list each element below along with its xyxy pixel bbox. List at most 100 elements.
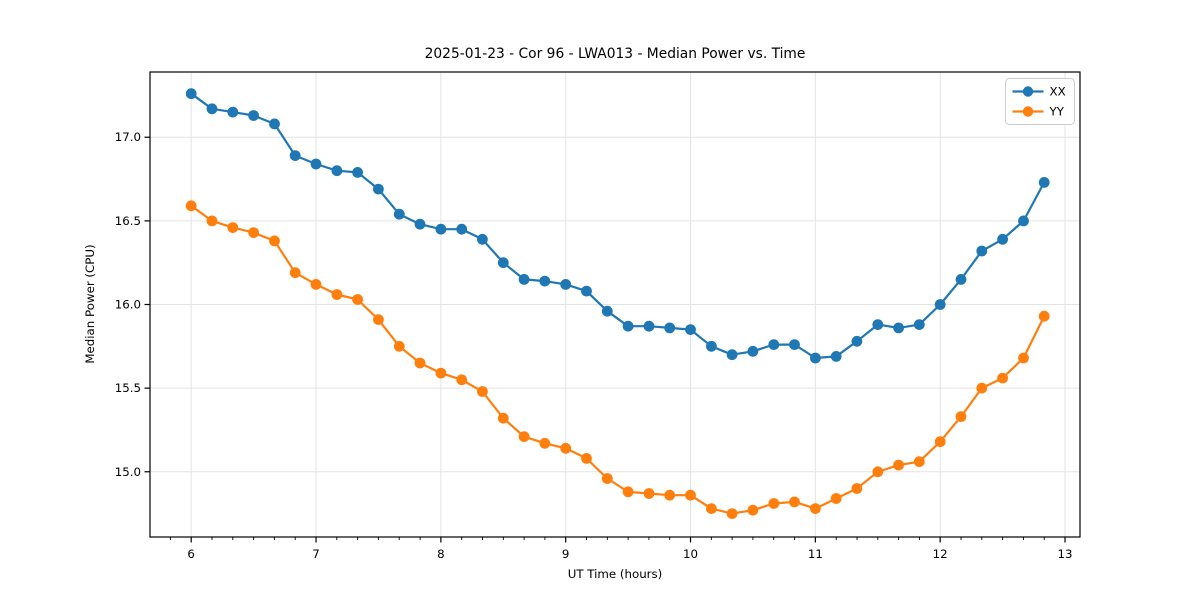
y-tick-label: 16.5 bbox=[115, 214, 141, 228]
series-yy-marker bbox=[310, 279, 322, 290]
legend-label-xx: XX bbox=[1050, 85, 1066, 99]
series-xx-marker bbox=[497, 257, 509, 269]
series-xx-marker bbox=[289, 150, 301, 162]
series-xx-marker bbox=[1018, 215, 1029, 227]
series-xx-marker bbox=[810, 352, 821, 364]
series-yy-marker bbox=[768, 498, 780, 509]
series-xx-marker bbox=[913, 319, 925, 330]
series-yy-marker bbox=[456, 374, 468, 386]
legend-box bbox=[1005, 78, 1075, 125]
series-yy-marker bbox=[622, 486, 634, 498]
series-yy-marker bbox=[955, 411, 967, 422]
series-yy-marker bbox=[269, 235, 280, 247]
x-tick-label: 7 bbox=[312, 547, 320, 561]
chart-title: 2025-01-23 - Cor 96 - LWA013 - Median Po… bbox=[425, 46, 806, 62]
series-xx-marker bbox=[976, 245, 988, 257]
series-xx-marker bbox=[893, 322, 904, 334]
series-xx-marker bbox=[185, 88, 197, 100]
series-xx-marker bbox=[1038, 177, 1050, 188]
series-yy-marker bbox=[1018, 352, 1029, 364]
x-tick-label: 10 bbox=[683, 547, 698, 561]
series-xx-marker bbox=[664, 322, 676, 334]
series-yy-marker bbox=[206, 215, 218, 227]
series-yy-marker bbox=[581, 453, 592, 464]
series-xx-marker bbox=[872, 319, 884, 330]
x-tick-label: 13 bbox=[1058, 547, 1073, 561]
series-yy-marker bbox=[560, 442, 572, 454]
series-yy-marker bbox=[643, 488, 655, 499]
series-xx-marker bbox=[830, 351, 842, 362]
y-tick-label: 17.0 bbox=[115, 130, 141, 144]
series-xx-marker bbox=[955, 274, 967, 285]
plot-area: 6 7 8 9 10 11 12 13 15.0 15.5 16.0 16.5 17.0 XX YY bbox=[115, 71, 1081, 561]
series-yy-marker bbox=[934, 436, 946, 448]
series-xx-marker bbox=[643, 320, 655, 332]
legend-swatch-marker-yy bbox=[1022, 106, 1034, 117]
x-tick-label: 12 bbox=[933, 547, 948, 561]
series-yy-marker bbox=[747, 504, 759, 516]
series-yy-marker bbox=[414, 357, 426, 369]
series-xx-marker bbox=[435, 223, 447, 235]
series-xx-marker bbox=[269, 118, 280, 130]
series-xx-marker bbox=[706, 340, 717, 352]
series-yy-marker bbox=[497, 412, 509, 424]
series-yy-marker bbox=[810, 503, 821, 514]
x-tick-label: 11 bbox=[808, 547, 823, 561]
series-xx-marker bbox=[726, 349, 738, 361]
series-yy-marker bbox=[830, 493, 842, 504]
series-xx-marker bbox=[581, 285, 592, 297]
series-xx-marker bbox=[685, 324, 696, 335]
series-yy-marker bbox=[872, 466, 884, 478]
series-yy-marker bbox=[185, 200, 197, 212]
y-tick-label: 15.0 bbox=[115, 465, 141, 479]
series-yy-marker bbox=[997, 372, 1008, 384]
series-yy-marker bbox=[518, 431, 530, 442]
series-xx-marker bbox=[227, 106, 239, 118]
series-xx-marker bbox=[789, 339, 800, 350]
series-yy-marker bbox=[435, 367, 447, 379]
series-yy-marker bbox=[913, 456, 925, 468]
series-xx-marker bbox=[310, 158, 322, 170]
y-axis-label: Median Power (CPU) bbox=[83, 244, 97, 363]
x-tick-label: 8 bbox=[437, 547, 445, 561]
series-xx-marker bbox=[560, 279, 572, 290]
series-xx-marker bbox=[934, 299, 946, 310]
series-xx-marker bbox=[248, 110, 259, 121]
series-xx-marker bbox=[539, 275, 551, 287]
series-yy-marker bbox=[976, 382, 988, 394]
series-xx-marker bbox=[373, 183, 384, 195]
series-yy-marker bbox=[726, 508, 738, 519]
series-yy-marker bbox=[789, 496, 800, 508]
series-yy-marker bbox=[664, 489, 676, 501]
series-xx-line bbox=[190, 92, 1046, 360]
series-yy-marker bbox=[373, 314, 384, 325]
series-yy-marker bbox=[331, 289, 343, 300]
series-yy-marker bbox=[477, 386, 488, 397]
series-yy-marker bbox=[706, 503, 717, 514]
series-yy-line bbox=[190, 204, 1046, 515]
series-yy-marker bbox=[393, 340, 405, 352]
x-tick-label: 9 bbox=[562, 547, 570, 561]
y-tick-label: 15.5 bbox=[115, 381, 141, 395]
legend-swatch-marker-xx bbox=[1022, 86, 1034, 97]
series-yy-marker bbox=[248, 227, 259, 239]
series-xx-marker bbox=[622, 320, 634, 332]
legend-label-yy: YY bbox=[1049, 105, 1065, 119]
series-yy-marker bbox=[893, 459, 904, 471]
series-yy-marker bbox=[685, 489, 696, 501]
series-xx-marker bbox=[352, 167, 363, 178]
series-xx-marker bbox=[601, 305, 613, 317]
series-xx-marker bbox=[456, 223, 468, 235]
series-xx-marker bbox=[206, 103, 218, 115]
series-xx-marker bbox=[331, 165, 343, 177]
series-yy-marker bbox=[539, 437, 551, 449]
y-tick-label: 16.0 bbox=[115, 298, 141, 312]
series-yy-marker bbox=[227, 222, 239, 234]
series-xx-marker bbox=[393, 208, 405, 220]
series-yy-marker bbox=[601, 473, 613, 484]
series-xx-marker bbox=[768, 339, 780, 350]
series-xx-marker bbox=[747, 345, 759, 357]
series-yy-marker bbox=[851, 483, 863, 494]
